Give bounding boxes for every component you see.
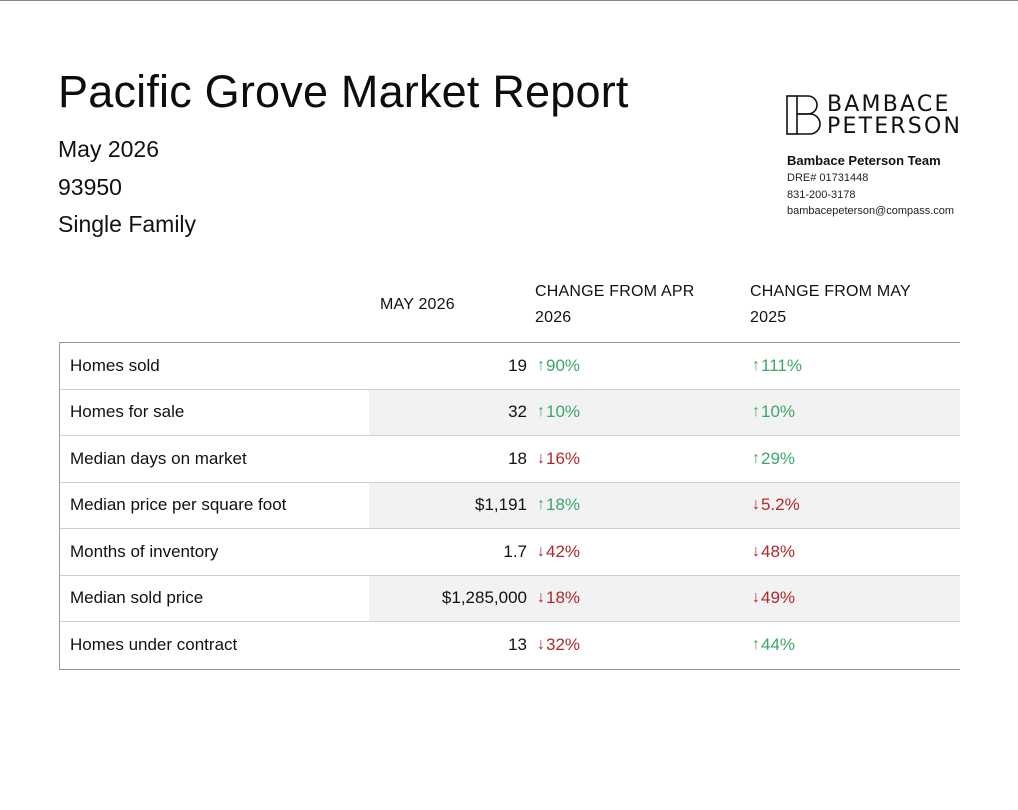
row-change-month-text: 18% (546, 588, 581, 608)
row-change-month-text: 42% (546, 541, 581, 561)
row-label: Homes under contract (70, 635, 238, 655)
row-label: Median sold price (70, 588, 204, 608)
row-value: 1.7 (369, 529, 527, 575)
arrow-down-icon: ↓ (537, 542, 545, 560)
table-row: Homes for sale 32 ↑ 10% ↑ 10% (60, 389, 960, 436)
row-change-month-text: 90% (546, 355, 581, 375)
logo-text-line2: PETERSON (827, 114, 963, 139)
row-change-year-text: 10% (761, 402, 796, 422)
row-value-text: 18 (508, 448, 527, 468)
row-value-text: 1.7 (503, 541, 527, 561)
brand-logo: BAMBACE PETERSON (786, 94, 961, 138)
row-change-month: ↓ 18% (527, 575, 742, 621)
team-name: Bambace Peterson Team (787, 153, 941, 168)
row-value-text: 13 (508, 635, 527, 655)
arrow-up-icon: ↑ (537, 356, 545, 374)
arrow-up-icon: ↑ (537, 496, 545, 514)
arrow-down-icon: ↓ (752, 496, 760, 514)
arrow-up-icon: ↑ (752, 636, 760, 654)
row-value-text: 32 (508, 402, 527, 422)
row-change-year: ↑ 10% (742, 389, 960, 435)
row-value: 19 (369, 343, 527, 389)
row-change-year-text: 48% (761, 541, 796, 561)
table-row: Median price per square foot $1,191 ↑ 18% ↓ 5… (60, 482, 960, 529)
row-value-text: $1,285,000 (441, 588, 527, 608)
table-row: Homes sold 19 ↑ 90% ↑ 111% (60, 343, 960, 390)
row-label: Homes sold (70, 355, 160, 375)
row-label: Homes for sale (70, 402, 185, 422)
row-change-month: ↑ 10% (527, 389, 742, 435)
dre-number: DRE# 01731448 (787, 172, 869, 184)
table-row: Months of inventory 1.7 ↓ 42% ↓ 48% (60, 529, 960, 576)
arrow-up-icon: ↑ (752, 403, 760, 421)
row-value: $1,285,000 (369, 575, 527, 621)
top-rule (0, 0, 1018, 1)
arrow-up-icon: ↑ (752, 356, 760, 374)
row-change-year: ↓ 49% (742, 575, 960, 621)
row-change-month: ↓ 16% (527, 436, 742, 482)
row-change-month-text: 18% (546, 495, 581, 515)
agent-contact: Bambace Peterson Team DRE# 01731448 831-… (787, 152, 1007, 220)
row-change-year-text: 49% (761, 588, 796, 608)
row-change-year: ↑ 111% (742, 343, 960, 389)
row-change-year-text: 29% (761, 448, 796, 468)
row-label: Months of inventory (70, 541, 219, 561)
row-label: Median price per square foot (70, 495, 287, 515)
row-change-year-text: 5.2% (761, 495, 800, 515)
row-label: Median days on market (70, 448, 247, 468)
row-value: 18 (369, 436, 527, 482)
logo-mark-icon (786, 95, 821, 135)
row-change-month-text: 16% (546, 448, 581, 468)
report-zip: 93950 (58, 174, 122, 200)
column-header-current: MAY 2026 (380, 296, 455, 313)
row-value-text: 19 (508, 355, 527, 375)
row-change-month: ↑ 90% (527, 343, 742, 389)
row-change-month: ↑ 18% (527, 482, 742, 528)
market-stats-table: Homes sold 19 ↑ 90% ↑ 111% Homes for sale 32 ↑ 10… (59, 342, 960, 670)
row-value: 13 (369, 622, 527, 669)
row-value: 32 (369, 389, 527, 435)
row-change-month: ↓ 42% (527, 529, 742, 575)
phone-number: 831-200-3178 (787, 188, 856, 201)
row-change-year: ↑ 29% (742, 436, 960, 482)
table-row: Median days on market 18 ↓ 16% ↑ 29% (60, 436, 960, 483)
row-value: $1,191 (369, 482, 527, 528)
column-header-change-year: CHANGE FROM MAY 2025 (750, 283, 911, 326)
arrow-up-icon: ↑ (537, 403, 545, 421)
row-value-text: $1,191 (475, 495, 527, 515)
row-change-year-text: 44% (761, 635, 796, 655)
column-header-change-month: CHANGE FROM APR 2026 (535, 283, 695, 326)
table-row: Median sold price $1,285,000 ↓ 18% ↓ 49% (60, 575, 960, 622)
arrow-up-icon: ↑ (752, 449, 760, 467)
logo-text-line1: BAMBACE (827, 92, 951, 117)
arrow-down-icon: ↓ (537, 636, 545, 654)
row-change-year: ↑ 44% (742, 622, 960, 669)
row-change-year: ↓ 5.2% (742, 482, 960, 528)
arrow-down-icon: ↓ (752, 542, 760, 560)
row-change-month-text: 10% (546, 402, 581, 422)
table-row: Homes under contract 13 ↓ 32% ↑ 44% (60, 622, 960, 669)
arrow-down-icon: ↓ (537, 589, 545, 607)
email-address: bambacepeterson@compass.com (787, 205, 955, 217)
report-date: May 2026 (58, 136, 160, 162)
row-change-year-text: 111% (761, 355, 802, 375)
arrow-down-icon: ↓ (752, 589, 760, 607)
report-property-type: Single Family (58, 211, 197, 237)
row-change-month-text: 32% (546, 635, 581, 655)
row-change-month: ↓ 32% (527, 622, 742, 669)
page-title: Pacific Grove Market Report (58, 66, 629, 117)
row-change-year: ↓ 48% (742, 529, 960, 575)
arrow-down-icon: ↓ (537, 449, 545, 467)
